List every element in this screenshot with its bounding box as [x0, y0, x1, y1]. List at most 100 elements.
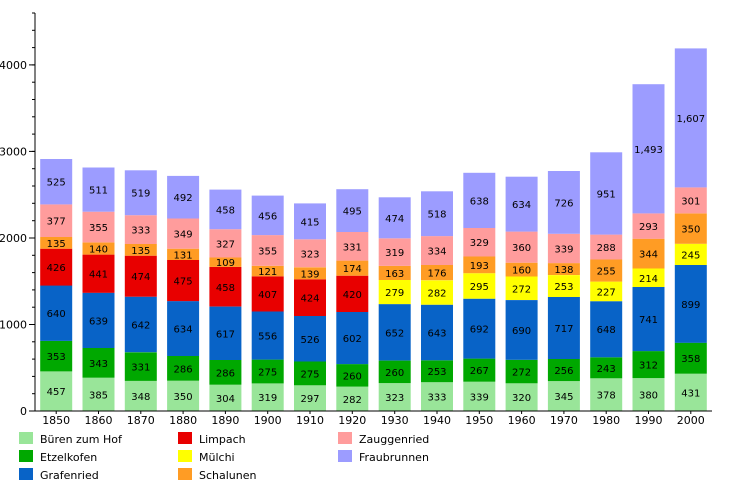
bar-segment-label: 348	[131, 392, 150, 403]
x-tick-label: 1940	[423, 414, 451, 427]
bar-segment	[40, 204, 73, 237]
bar-segment-label: 951	[597, 189, 616, 200]
bar-segment	[124, 296, 157, 353]
bar-segment-label: 643	[427, 329, 446, 340]
bar-segment	[505, 262, 538, 277]
bar-segment-label: 475	[174, 277, 193, 288]
bar-segment-label: 350	[174, 392, 193, 403]
legend-swatch	[178, 450, 192, 462]
bar-segment-label: 511	[89, 186, 108, 197]
bar-segment	[421, 236, 453, 265]
legend-label: Fraubrunnen	[359, 451, 429, 464]
bar-segment-label: 312	[639, 361, 658, 372]
bar-segment-label: 407	[258, 290, 277, 301]
bar-segment	[167, 218, 200, 249]
bar-segment-label: 327	[216, 239, 235, 250]
bar-segment	[505, 231, 538, 263]
bar-segment	[167, 380, 200, 411]
bar-segment-label: 323	[385, 393, 404, 404]
bar-segment	[40, 340, 73, 372]
bar-segment	[674, 342, 707, 374]
bar-segment	[378, 280, 411, 305]
bar-segment	[463, 256, 496, 274]
bar-segment	[209, 266, 242, 307]
bar-segment-label: 431	[681, 388, 700, 399]
bar-segment-label: 253	[427, 367, 446, 378]
bar-segment-label: 214	[639, 274, 658, 285]
bar-segment-label: 355	[258, 247, 277, 258]
bar-segment-label: 350	[681, 225, 700, 236]
bar-segment	[590, 281, 623, 302]
bar-segment-label: 474	[385, 214, 404, 225]
bar-segment	[590, 259, 623, 282]
bar-segment	[167, 356, 200, 381]
bar-segment	[463, 172, 496, 228]
bar-segment	[463, 358, 496, 382]
bar-segment-label: 526	[300, 335, 319, 346]
bar-segment	[124, 244, 157, 256]
legend-label: Grafenried	[40, 469, 99, 482]
bar-segment	[167, 175, 200, 219]
bar-segment-label: 323	[300, 249, 319, 260]
legend-label: Büren zum Hof	[40, 433, 123, 446]
bar-segment-label: 355	[89, 223, 108, 234]
bar-segment	[505, 176, 538, 232]
x-tick-label: 2000	[677, 414, 705, 427]
bar-segment-label: 642	[131, 321, 150, 332]
bar-segment	[336, 260, 369, 276]
legend-swatch	[19, 432, 33, 444]
bar-segment	[463, 298, 496, 359]
bar-segment	[674, 213, 707, 244]
y-tick-label: 2000	[0, 232, 27, 245]
bar-segment-label: 304	[216, 394, 235, 405]
bar-segment-label: 331	[131, 363, 150, 374]
bar-segment-label: 138	[554, 265, 573, 276]
bar-segment-label: 260	[385, 368, 404, 379]
bar-segment	[40, 285, 73, 341]
bar-segment	[251, 276, 284, 312]
bar-segment	[505, 383, 538, 411]
bar-segment	[547, 263, 580, 275]
bar-segment	[590, 357, 623, 379]
bar-segment	[294, 239, 326, 268]
bar-segment	[505, 300, 538, 360]
bar-segment	[82, 242, 115, 255]
legend-swatch	[19, 468, 33, 480]
bar-segment-label: 174	[343, 264, 362, 275]
bar-segment	[632, 84, 665, 214]
bar-segment	[82, 292, 115, 348]
bar-segment-label: 140	[89, 245, 108, 256]
bar-segment-label: 1,607	[676, 114, 705, 125]
bar-segment	[421, 191, 453, 237]
bar-segment	[590, 301, 623, 358]
bar-segment-label: 286	[216, 368, 235, 379]
x-tick-label: 1850	[42, 414, 70, 427]
bar-segment	[336, 189, 369, 232]
legend-label: Limpach	[199, 433, 246, 446]
bar-segment-label: 319	[258, 393, 277, 404]
bar-segment-label: 293	[639, 222, 658, 233]
bar-segment-label: 319	[385, 248, 404, 259]
bar-segment-label: 456	[258, 211, 277, 222]
bar-segment-label: 339	[470, 392, 489, 403]
bar-segment-label: 275	[258, 368, 277, 379]
bar-segment-label: 160	[512, 266, 531, 277]
bar-segment	[124, 255, 157, 297]
bar-segment-label: 245	[681, 250, 700, 261]
legend-swatch	[178, 432, 192, 444]
bar-segment	[378, 238, 411, 266]
bar-segment	[421, 360, 453, 383]
bar-segment-label: 377	[47, 217, 66, 228]
bar-segment-label: 320	[512, 393, 531, 404]
bar-segment	[336, 364, 369, 387]
bar-segment-label: 640	[47, 309, 66, 320]
bar-segment	[547, 381, 580, 411]
bar-segment	[632, 238, 665, 269]
legend-swatch	[338, 432, 352, 444]
bar-segment-label: 193	[470, 261, 489, 272]
bar-segment-label: 331	[343, 242, 362, 253]
bar-segment-label: 334	[427, 247, 446, 258]
bar-segment-label: 741	[639, 315, 658, 326]
